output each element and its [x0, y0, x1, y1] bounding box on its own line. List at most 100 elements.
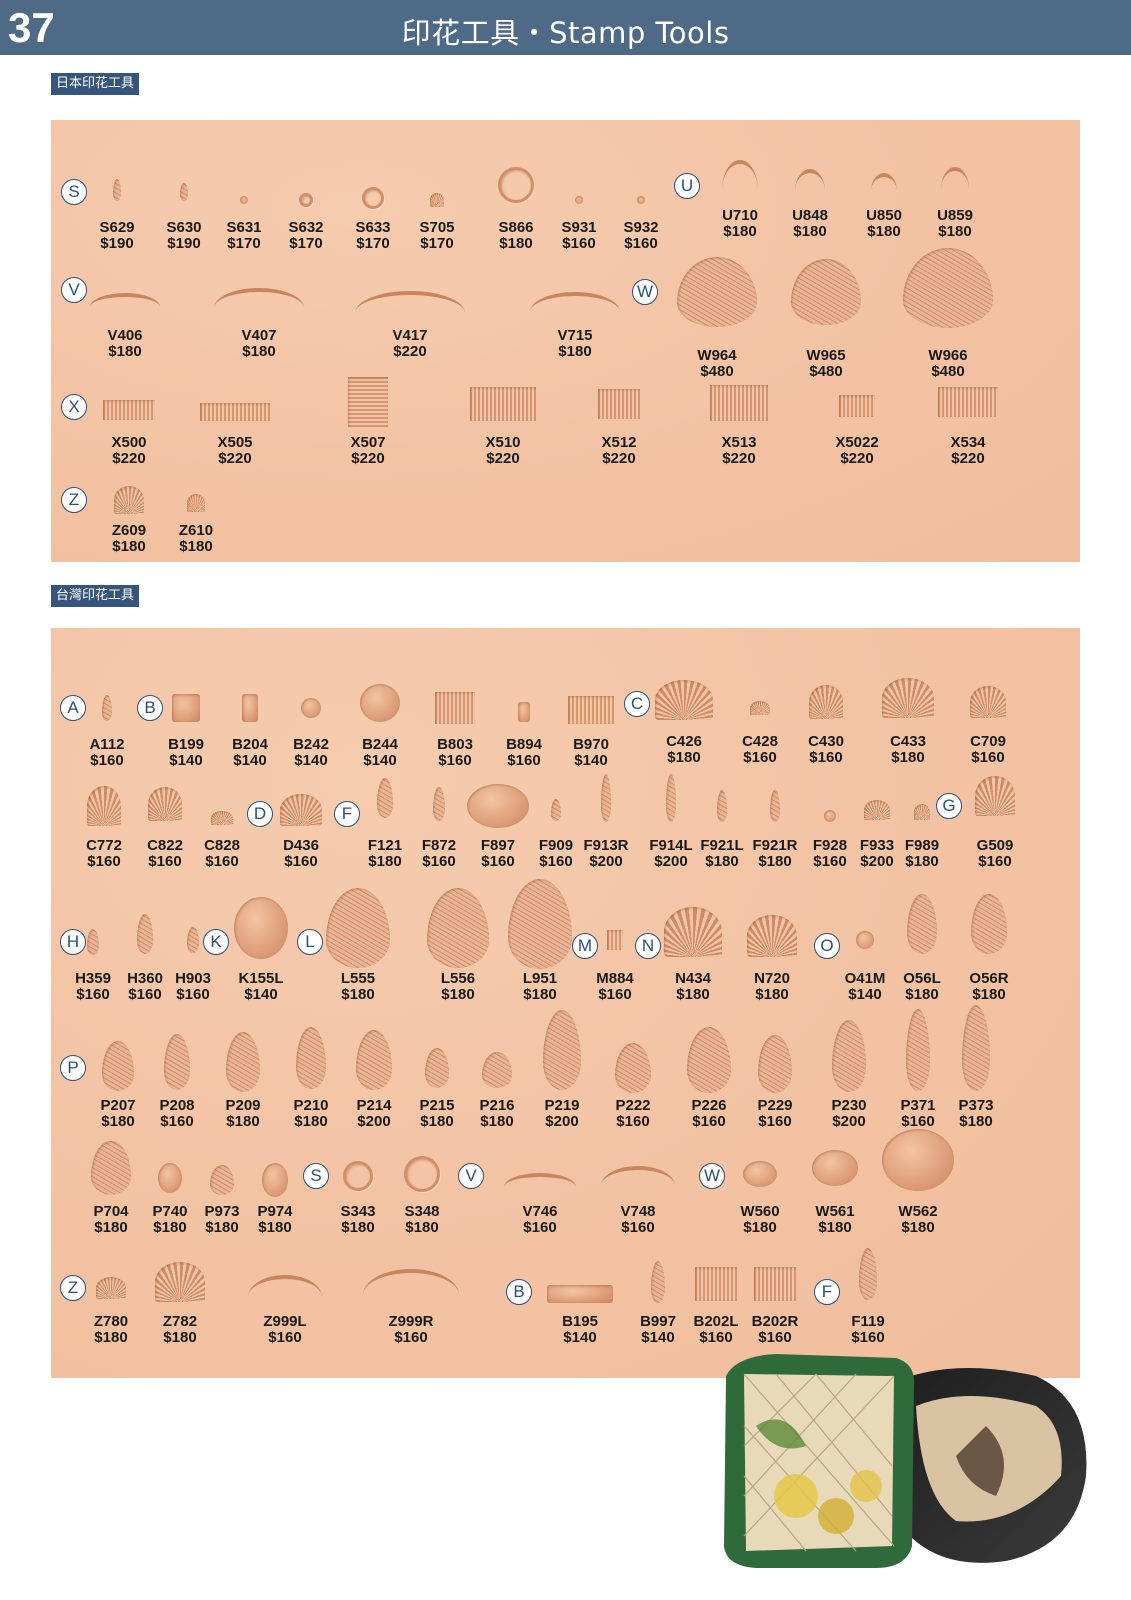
- stamp-item-z999r: Z999R $160: [388, 1314, 433, 1346]
- stamp-price: $180: [499, 235, 533, 252]
- stamp-code: V748: [620, 1203, 656, 1220]
- stamp-impression-p214: [356, 1030, 392, 1090]
- stamp-impression-z999l: [248, 1275, 322, 1297]
- stamp-price: $180: [153, 1219, 187, 1236]
- stamp-impression-s630: [180, 183, 188, 201]
- stamp-impression-s348: [404, 1156, 440, 1192]
- stamp-price: $140: [363, 752, 397, 769]
- stamp-impression-d436: [280, 794, 322, 826]
- stamp-code: C822: [147, 837, 183, 854]
- stamp-impression-f921r: [770, 790, 780, 822]
- category-marker-z: Z: [61, 487, 87, 513]
- stamp-code: F933: [859, 837, 895, 854]
- stamp-code: P973: [204, 1203, 240, 1220]
- taiwan-stamp-panel: A112 $160 B199 $140 B204 $140 B242 $140 B244 $140…: [51, 628, 1080, 1378]
- stamp-code: O56L: [903, 970, 941, 987]
- stamp-price: $160: [76, 986, 110, 1003]
- stamp-item-b803: B803 $160: [437, 737, 473, 769]
- stamp-item-u850: U850 $180: [866, 208, 902, 240]
- stamp-impression-x534: [938, 387, 998, 417]
- stamp-impression-f872: [433, 787, 445, 821]
- stamp-code: X534: [950, 434, 986, 451]
- stamp-code: C426: [666, 733, 702, 750]
- stamp-code: B803: [437, 736, 473, 753]
- stamp-impression-g509: [975, 776, 1015, 816]
- stamp-price: $180: [891, 749, 925, 766]
- japan-stamp-panel: S629 $190 S630 $190 S631 $170 S632 $170 S633 $170…: [51, 120, 1080, 562]
- stamp-item-c828: C828 $160: [204, 838, 240, 870]
- stamp-item-p740: P740 $180: [152, 1204, 187, 1236]
- stamp-code: C709: [970, 733, 1006, 750]
- stamp-code: A112: [89, 736, 125, 753]
- stamp-impression-v417: [355, 291, 465, 313]
- stamp-item-v746: V746 $160: [522, 1204, 557, 1236]
- stamp-impression-p704: [91, 1141, 131, 1195]
- stamp-impression-v407: [214, 288, 304, 308]
- stamp-impression-x513: [710, 385, 768, 421]
- stamp-item-o56r: O56R $180: [969, 971, 1008, 1003]
- stamp-item-p219: P219 $200: [544, 1098, 579, 1130]
- stamp-code: Z609: [111, 522, 147, 539]
- stamp-price: $160: [743, 749, 777, 766]
- stamp-code: F913R: [583, 837, 629, 854]
- stamp-code: V417: [392, 327, 428, 344]
- stamp-code: L555: [340, 970, 376, 987]
- stamp-impression-w965: [791, 259, 861, 325]
- stamp-price: $180: [755, 986, 789, 1003]
- stamp-code: M884: [596, 970, 634, 987]
- stamp-price: $180: [441, 986, 475, 1003]
- page-header: 37 印花工具・Stamp Tools: [0, 0, 1131, 55]
- stamp-price: $170: [356, 235, 390, 252]
- stamp-item-p207: P207 $180: [100, 1098, 135, 1130]
- category-marker-k: K: [203, 929, 229, 955]
- stamp-impression-s705: [430, 193, 444, 207]
- category-marker-g: G: [936, 793, 962, 819]
- stamp-impression-p373: [962, 1005, 990, 1091]
- stamp-item-b199: B199 $140: [168, 737, 204, 769]
- stamp-item-x505: X505 $220: [217, 435, 252, 467]
- stamp-item-m884: M884 $160: [596, 971, 634, 1003]
- stamp-price: $180: [667, 749, 701, 766]
- stamp-price: $180: [867, 223, 901, 240]
- stamp-item-b202r: B202R $160: [752, 1314, 799, 1346]
- stamp-code: N434: [675, 970, 711, 987]
- stamp-code: S631: [226, 219, 262, 236]
- stamp-item-c709: C709 $160: [970, 734, 1006, 766]
- stamp-price: $220: [722, 450, 756, 467]
- stamp-price: $480: [700, 363, 734, 380]
- stamp-item-z610: Z610 $180: [179, 523, 213, 555]
- stamp-code: U710: [722, 207, 758, 224]
- stamp-code: L951: [522, 970, 558, 987]
- stamp-item-p210: P210 $180: [293, 1098, 328, 1130]
- stamp-price: $160: [758, 1113, 792, 1130]
- stamp-price: $160: [978, 853, 1012, 870]
- stamp-price: $160: [394, 1329, 428, 1346]
- stamp-item-f928: F928 $160: [813, 838, 847, 870]
- stamp-code: B199: [168, 736, 204, 753]
- stamp-price: $160: [438, 752, 472, 769]
- stamp-impression-c709: [970, 686, 1006, 718]
- stamp-price: $180: [108, 343, 142, 360]
- stamp-price: $180: [905, 986, 939, 1003]
- stamp-code: F928: [812, 837, 848, 854]
- stamp-item-f921l: F921L $180: [700, 838, 743, 870]
- stamp-price: $180: [818, 1219, 852, 1236]
- stamp-impression-p216: [482, 1052, 512, 1088]
- stamp-code: X512: [601, 434, 637, 451]
- stamp-price: $160: [699, 1329, 733, 1346]
- category-marker-f: F: [334, 801, 360, 827]
- stamp-impression-z609: [114, 486, 144, 514]
- stamp-price: $180: [112, 538, 146, 555]
- stamp-impression-w964: [677, 257, 757, 327]
- stamp-item-x512: X512 $220: [601, 435, 636, 467]
- stamp-impression-f909: [551, 799, 561, 821]
- stamp-impression-b244: [360, 684, 400, 722]
- stamp-item-p371: P371 $160: [900, 1098, 935, 1130]
- stamp-impression-u848: [795, 169, 825, 191]
- stamp-price: $480: [809, 363, 843, 380]
- stamp-price: $180: [723, 223, 757, 240]
- stamp-price: $220: [486, 450, 520, 467]
- stamp-price: $180: [972, 986, 1006, 1003]
- stamp-impression-b242: [301, 698, 321, 718]
- stamp-impression-c822: [148, 787, 182, 821]
